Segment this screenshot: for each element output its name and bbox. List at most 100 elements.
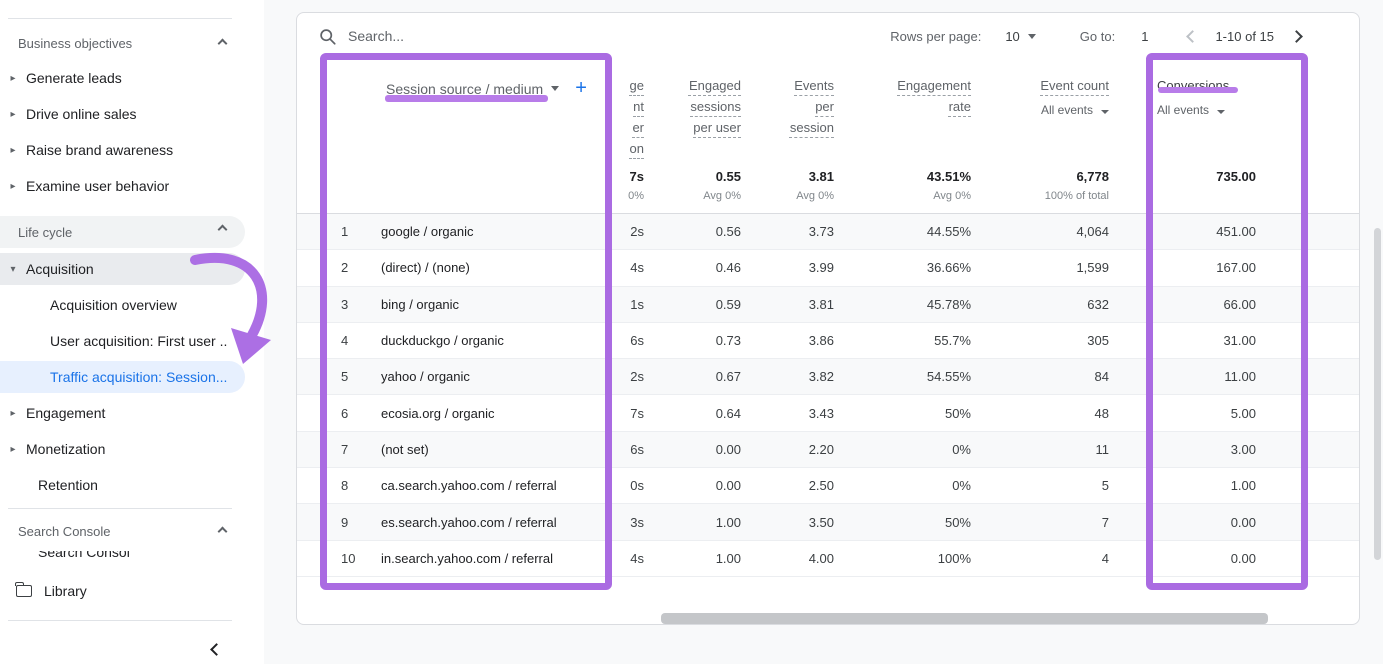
horizontal-scrollbar[interactable]: [661, 613, 1268, 624]
sidebar-item-drive-online-sales[interactable]: ▸ Drive online sales: [0, 98, 245, 130]
section-search-console[interactable]: Search Console: [18, 524, 111, 539]
events-per-session-value: 3.82: [808, 369, 834, 385]
section-life-cycle[interactable]: Life cycle: [0, 216, 245, 248]
collapse-section-icon[interactable]: [217, 38, 228, 49]
column-header-engaged-sessions-per-user[interactable]: Engaged sessions per user: [688, 78, 741, 135]
engaged-sessions-per-user-value: 0.00: [715, 478, 741, 494]
event-count-value: 1,599: [1076, 260, 1109, 276]
session-source-medium-value: in.search.yahoo.com / referral: [381, 550, 553, 566]
table-header-row: Session source / medium + ge nt er on Engag…: [297, 69, 1359, 159]
events-per-session-value: 2.50: [808, 478, 834, 494]
pagination-range: 1-10 of 15: [1215, 28, 1274, 44]
conversions-value: 1.00: [1230, 478, 1256, 494]
table-row[interactable]: 9 es.search.yahoo.com / referral 3s 1.00…: [297, 504, 1359, 541]
sidebar-item-raise-brand-awareness[interactable]: ▸ Raise brand awareness: [0, 134, 245, 166]
sidebar-item-library[interactable]: Library: [0, 575, 245, 607]
avg-engagement-time-value-clipped: 7s: [630, 405, 644, 421]
expand-arrow-icon[interactable]: ▸: [10, 443, 16, 455]
rows-per-page-select[interactable]: 10: [1005, 28, 1020, 44]
row-number: 1: [341, 224, 349, 240]
engaged-sessions-per-user-value: 0.73: [715, 333, 741, 349]
avg-engagement-time-value-clipped: 0s: [630, 478, 644, 494]
sidebar-item-generate-leads[interactable]: ▸ Generate leads: [0, 62, 245, 94]
table-body: 1 google / organic 2s 0.56 3.73 44.55% 4…: [297, 214, 1359, 577]
sidebar-item-user-acquisition[interactable]: User acquisition: First user ..: [50, 333, 228, 349]
column-header-avg-engagement-time-clipped[interactable]: ge nt er on: [629, 78, 644, 156]
column-header-event-count[interactable]: Event count All events: [971, 69, 1109, 121]
search-icon: [320, 28, 336, 45]
session-source-medium-value: (not set): [381, 441, 429, 457]
event-count-value: 84: [1094, 369, 1109, 385]
table-row[interactable]: 6 ecosia.org / organic 7s 0.64 3.43 50% …: [297, 395, 1359, 432]
dimension-header-session-source-medium[interactable]: Session source / medium +: [386, 77, 587, 99]
search-input[interactable]: Search...: [297, 28, 890, 45]
avg-engagement-time-value-clipped: 4s: [630, 550, 644, 566]
table-totals-row: 7s 0% 0.55 Avg 0% 3.81 Avg 0% 43.51% Avg 0%…: [297, 169, 1359, 202]
previous-page-button[interactable]: [1186, 29, 1200, 43]
sidebar-item-examine-user-behavior[interactable]: ▸ Examine user behavior: [0, 170, 245, 202]
column-header-conversions[interactable]: Conversions All events: [1109, 69, 1256, 121]
totals-event-count: 6,778 100% of total: [1044, 169, 1109, 202]
sidebar-item-retention[interactable]: Retention: [38, 477, 98, 493]
engaged-sessions-per-user-value: 0.00: [715, 441, 741, 457]
event-count-selector[interactable]: All events: [971, 100, 1109, 121]
add-dimension-button[interactable]: +: [575, 77, 587, 99]
table-row[interactable]: 8 ca.search.yahoo.com / referral 0s 0.00…: [297, 468, 1359, 505]
sidebar-item-monetization[interactable]: ▸ Monetization: [0, 433, 245, 465]
column-header-engagement-rate[interactable]: Engagement rate: [897, 78, 971, 114]
row-number: 4: [341, 333, 349, 349]
conversions-value: 0.00: [1230, 550, 1256, 566]
engaged-sessions-per-user-value: 0.46: [715, 260, 741, 276]
totals-conversions: 735.00: [1216, 169, 1256, 184]
traffic-acquisition-table-card: Search... Rows per page: 10 Go to: 1 1-1…: [296, 12, 1360, 625]
sidebar-item-search-console-clipped[interactable]: Search Consol: [38, 551, 130, 560]
section-business-objectives[interactable]: Business objectives: [18, 36, 133, 51]
next-page-button[interactable]: [1290, 29, 1303, 43]
engaged-sessions-per-user-value: 1.00: [715, 550, 741, 566]
collapse-arrow-icon[interactable]: ▾: [10, 263, 16, 275]
engaged-sessions-per-user-value: 0.67: [715, 369, 741, 385]
column-header-events-per-session[interactable]: Events per session: [789, 78, 834, 135]
engagement-rate-value: 0%: [952, 441, 971, 457]
table-row[interactable]: 10 in.search.yahoo.com / referral 4s 1.0…: [297, 540, 1359, 577]
table-row[interactable]: 5 yahoo / organic 2s 0.67 3.82 54.55% 84…: [297, 359, 1359, 396]
sidebar-item-engagement[interactable]: ▸ Engagement: [0, 397, 245, 429]
row-number: 10: [341, 550, 356, 566]
sidebar-item-acquisition-overview[interactable]: Acquisition overview: [50, 297, 177, 313]
events-per-session-value: 3.43: [808, 405, 834, 421]
table-row[interactable]: 7 (not set) 6s 0.00 2.20 0% 11 3.00: [297, 431, 1359, 469]
chevron-down-icon[interactable]: [1027, 33, 1036, 39]
engaged-sessions-per-user-value: 0.64: [715, 405, 741, 421]
goto-page-input[interactable]: 1: [1141, 28, 1149, 44]
folder-icon: [15, 581, 32, 597]
report-navigation-sidebar: Business objectives ▸ Generate leads ▸ Dri…: [0, 0, 264, 664]
expand-arrow-icon[interactable]: ▸: [10, 144, 16, 156]
totals-engaged-sessions-per-user: 0.55 Avg 0%: [703, 169, 741, 202]
chevron-down-icon[interactable]: [551, 86, 560, 91]
session-source-medium-value: duckduckgo / organic: [381, 333, 504, 349]
sidebar-item-traffic-acquisition-selected[interactable]: Traffic acquisition: Session...: [0, 361, 245, 393]
table-row[interactable]: 1 google / organic 2s 0.56 3.73 44.55% 4…: [297, 214, 1359, 251]
expand-arrow-icon[interactable]: ▸: [10, 407, 16, 419]
vertical-scrollbar[interactable]: [1374, 228, 1381, 560]
divider: [297, 213, 1359, 214]
row-number: 5: [341, 369, 349, 385]
events-per-session-value: 4.00: [808, 550, 834, 566]
expand-arrow-icon[interactable]: ▸: [10, 180, 16, 192]
table-row[interactable]: 2 (direct) / (none) 4s 0.46 3.99 36.66% …: [297, 250, 1359, 287]
expand-arrow-icon[interactable]: ▸: [10, 108, 16, 120]
collapse-sidebar-button[interactable]: [210, 643, 223, 656]
sidebar-item-acquisition[interactable]: ▾ Acquisition: [0, 253, 245, 285]
conversions-selector[interactable]: All events: [1157, 100, 1256, 121]
event-count-value: 5: [1101, 478, 1109, 494]
session-source-medium-value: google / organic: [381, 224, 474, 240]
events-per-session-value: 3.86: [808, 333, 834, 349]
table-row[interactable]: 3 bing / organic 1s 0.59 3.81 45.78% 632…: [297, 286, 1359, 323]
collapse-section-icon[interactable]: [217, 526, 228, 537]
expand-arrow-icon[interactable]: ▸: [10, 72, 16, 84]
event-count-value: 11: [1095, 441, 1110, 457]
engaged-sessions-per-user-value: 0.59: [715, 296, 741, 312]
clipped-nav-item: [85, 0, 145, 4]
session-source-medium-value: ca.search.yahoo.com / referral: [381, 478, 557, 494]
table-row[interactable]: 4 duckduckgo / organic 6s 0.73 3.86 55.7…: [297, 322, 1359, 360]
